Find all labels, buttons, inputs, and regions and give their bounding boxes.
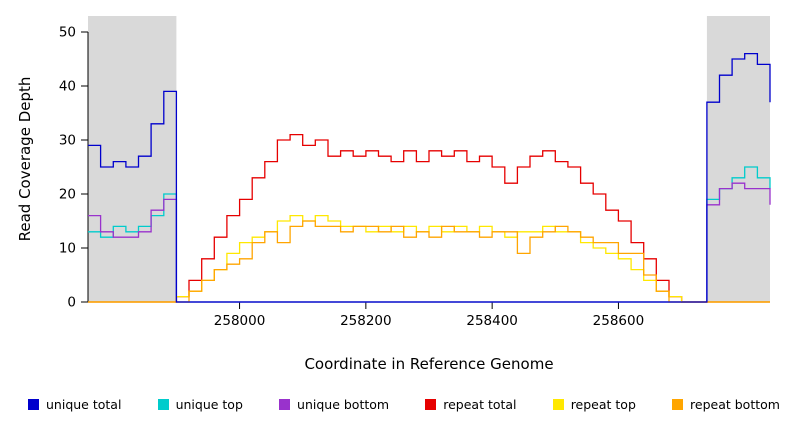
legend-label-repeat-total: repeat total (443, 397, 517, 412)
x-tick-label: 258400 (466, 313, 518, 329)
legend-item-unique-top: unique top (157, 397, 243, 412)
legend-label-repeat-top: repeat top (570, 397, 636, 412)
shaded-regions-layer (88, 16, 770, 302)
axes-layer: 0 10 20 30 40 50 258000 258200 258400 258600 (59, 25, 770, 329)
series-line-repeat-total (88, 133, 770, 303)
legend-swatch-repeat-total (425, 399, 437, 410)
legend-item-unique-bottom: unique bottom (279, 397, 389, 412)
shaded-region-right-flank (706, 16, 770, 302)
y-tick-label: 0 (67, 295, 76, 311)
y-tick-label: 10 (59, 241, 76, 257)
legend: unique total unique top unique bottom repea… (28, 397, 780, 412)
y-tick-label: 50 (59, 25, 76, 41)
legend-label-repeat-bottom: repeat bottom (690, 397, 780, 412)
y-tick-label: 30 (59, 133, 76, 149)
legend-item-repeat-top: repeat top (552, 397, 636, 412)
legend-label-unique-top: unique top (175, 397, 243, 412)
legend-swatch-repeat-top (552, 399, 564, 410)
series-line-unique-bottom (88, 182, 771, 303)
y-tick-label: 40 (59, 79, 76, 95)
legend-swatch-repeat-bottom (672, 399, 684, 410)
x-axis-title: Coordinate in Reference Genome (304, 355, 554, 373)
x-tick-label: 258000 (214, 313, 266, 329)
legend-label-unique-total: unique total (46, 397, 122, 412)
legend-item-unique-total: unique total (28, 397, 121, 412)
shaded-region-left-flank (88, 16, 177, 302)
y-axis-title: Read Coverage Depth (16, 77, 34, 242)
legend-item-repeat-bottom: repeat bottom (672, 397, 780, 412)
series-line-repeat-bottom (88, 220, 770, 303)
series-line-repeat-top (88, 214, 770, 303)
legend-swatch-unique-top (157, 399, 169, 410)
x-tick-label: 258600 (593, 313, 645, 329)
coverage-chart: 0 10 20 30 40 50 258000 258200 258400 258600 Read… (16, 16, 771, 329)
series-line-unique-total (88, 52, 771, 303)
y-tick-label: 20 (59, 187, 76, 203)
x-tick-label: 258200 (340, 313, 392, 329)
legend-swatch-unique-bottom (279, 399, 291, 410)
series-layer (88, 52, 771, 303)
legend-label-unique-bottom: unique bottom (297, 397, 390, 412)
legend-item-repeat-total: repeat total (425, 397, 517, 412)
legend-swatch-unique-total (28, 399, 39, 410)
